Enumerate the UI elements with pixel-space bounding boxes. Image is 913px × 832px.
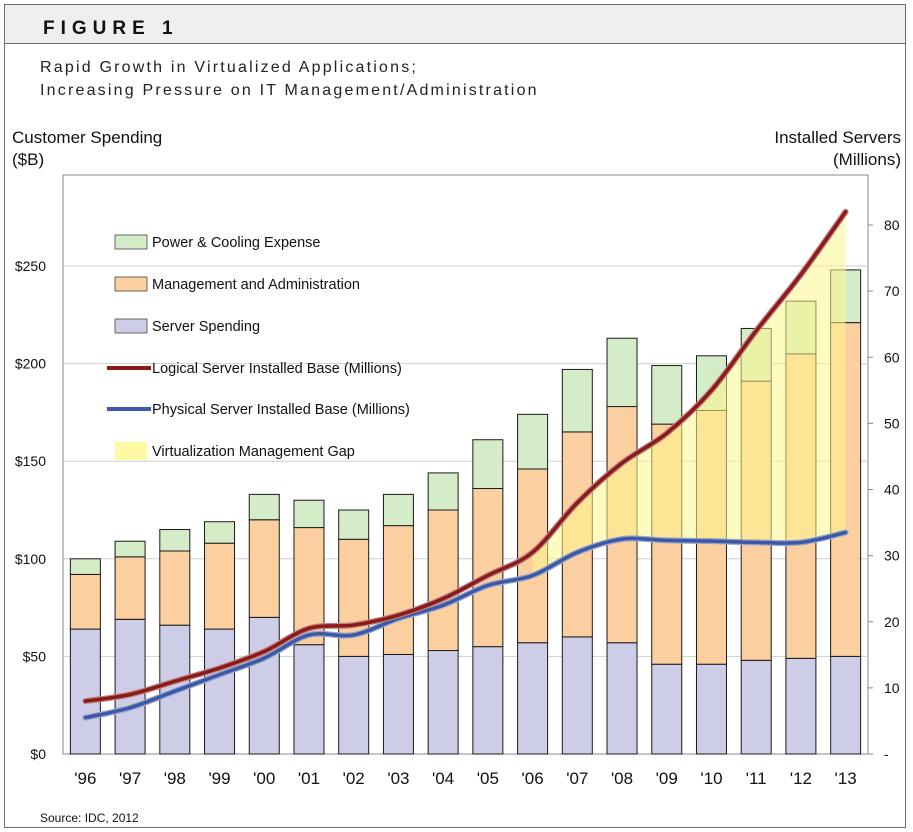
bar-power-cooling xyxy=(204,521,236,544)
legend-swatch xyxy=(114,318,148,334)
x-tick-label: '01 xyxy=(298,769,320,788)
bar-power-cooling xyxy=(69,558,101,575)
x-tick-label: '00 xyxy=(253,769,275,788)
bar-server-spending xyxy=(606,642,638,755)
x-tick-label: '12 xyxy=(790,769,812,788)
right-axis-unit: (Millions) xyxy=(833,150,901,169)
legend-swatch xyxy=(114,276,148,292)
y-right-tick-label: 40 xyxy=(884,482,900,498)
right-axis-title: Installed Servers xyxy=(774,128,901,147)
bar-server-spending xyxy=(472,646,504,755)
x-tick-label: '04 xyxy=(432,769,454,788)
bar-power-cooling xyxy=(338,509,370,540)
legend-label: Logical Server Installed Base (Millions) xyxy=(152,361,402,377)
x-tick-label: '10 xyxy=(700,769,722,788)
virtualization-gap-area xyxy=(532,211,846,576)
y-left-tick-label: $200 xyxy=(15,356,46,372)
y-right-tick-label: 10 xyxy=(884,680,900,696)
x-tick-label: '02 xyxy=(343,769,365,788)
chart-subtitle-line-1: Rapid Growth in Virtualized Applications… xyxy=(40,59,419,76)
bar-power-cooling xyxy=(561,368,593,433)
bar-server-spending xyxy=(204,628,236,755)
left-axis-unit: ($B) xyxy=(12,150,45,169)
figure-label: FIGURE 1 xyxy=(43,18,179,39)
x-tick-label: '11 xyxy=(746,769,767,788)
bar-power-cooling xyxy=(606,337,638,408)
x-tick-label: '05 xyxy=(477,769,499,788)
bar-server-spending xyxy=(427,650,459,755)
bar-server-spending xyxy=(293,644,325,755)
bar-power-cooling xyxy=(293,499,325,529)
y-left-tick-label: $250 xyxy=(15,258,46,274)
y-left-tick-label: $150 xyxy=(15,453,46,469)
x-tick-label: '99 xyxy=(208,769,230,788)
bar-management-admin xyxy=(382,525,414,655)
bar-management-admin xyxy=(204,542,236,630)
y-left-tick-label: $100 xyxy=(15,551,46,567)
bar-server-spending xyxy=(740,659,772,755)
physical-server-line xyxy=(83,530,848,720)
bar-server-spending xyxy=(517,642,549,755)
bar-server-spending xyxy=(561,636,593,755)
y-right-tick-label: 60 xyxy=(884,349,900,365)
chart-subtitle-line-2: Increasing Pressure on IT Management/Adm… xyxy=(40,82,539,99)
bar-server-spending xyxy=(651,663,683,755)
x-tick-label: '13 xyxy=(835,769,857,788)
y-right-tick-label: 30 xyxy=(884,548,900,564)
legend-swatch xyxy=(115,442,147,460)
legend-swatch xyxy=(114,234,148,250)
bar-server-spending xyxy=(338,655,370,755)
legend-label: Management and Administration xyxy=(152,277,360,293)
bar-server-spending xyxy=(114,618,146,755)
bar-server-spending xyxy=(695,663,727,755)
bar-server-spending xyxy=(382,653,414,755)
y-left-tick-label: $50 xyxy=(23,648,47,664)
figure-header: FIGURE 1 xyxy=(4,4,906,44)
bar-power-cooling xyxy=(159,529,191,552)
x-tick-label: '07 xyxy=(566,769,588,788)
bar-power-cooling xyxy=(248,493,280,521)
bar-management-admin xyxy=(338,538,370,657)
bar-management-admin xyxy=(248,519,280,618)
bar-power-cooling xyxy=(517,413,549,470)
left-axis-title: Customer Spending xyxy=(12,128,163,147)
bar-power-cooling xyxy=(114,540,146,558)
legend-label: Power & Cooling Expense xyxy=(152,235,320,251)
bar-management-admin xyxy=(114,556,146,620)
bar-server-spending xyxy=(69,628,101,755)
bar-power-cooling xyxy=(651,365,683,425)
y-right-tick-label: 50 xyxy=(884,415,900,431)
bar-management-admin xyxy=(159,550,191,626)
x-tick-label: '98 xyxy=(164,769,186,788)
bar-server-spending xyxy=(785,657,817,755)
legend-label: Server Spending xyxy=(152,319,260,335)
y-right-tick-label: 80 xyxy=(884,217,900,233)
bar-management-admin xyxy=(69,573,101,630)
source-note: Source: IDC, 2012 xyxy=(40,811,139,825)
bar-management-admin xyxy=(427,509,459,652)
x-tick-label: '09 xyxy=(656,769,678,788)
y-right-tick-label: 20 xyxy=(884,614,900,630)
legend-label: Physical Server Installed Base (Millions… xyxy=(152,402,410,418)
x-tick-label: '08 xyxy=(611,769,633,788)
y-left-tick-label: $0 xyxy=(30,746,46,762)
bar-power-cooling xyxy=(472,439,504,490)
legend-label: Virtualization Management Gap xyxy=(152,444,355,460)
x-tick-label: '96 xyxy=(74,769,96,788)
x-tick-label: '97 xyxy=(119,769,141,788)
bar-server-spending xyxy=(830,655,862,755)
y-right-tick-label: 70 xyxy=(884,283,900,299)
x-tick-label: '06 xyxy=(522,769,544,788)
x-tick-label: '03 xyxy=(387,769,409,788)
y-right-tick-label: - xyxy=(884,746,889,762)
logical-server-line xyxy=(83,210,848,703)
bar-power-cooling xyxy=(382,493,414,527)
bar-power-cooling xyxy=(427,472,459,511)
bar-server-spending xyxy=(248,616,280,755)
